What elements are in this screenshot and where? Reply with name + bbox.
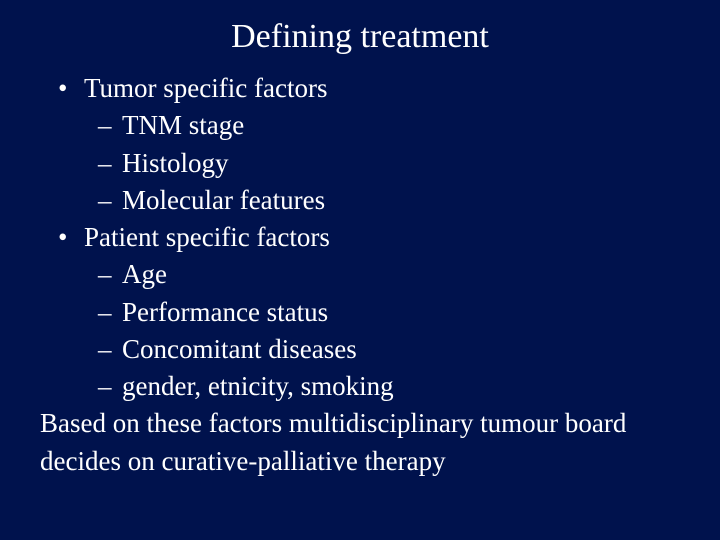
- dash-icon: –: [98, 256, 122, 293]
- slide-body: • Tumor specific factors – TNM stage – H…: [58, 70, 680, 480]
- dash-icon: –: [98, 182, 122, 219]
- bullet-level2: – Age – Performance status – Concomitant…: [98, 256, 680, 405]
- bullet-icon: •: [58, 219, 84, 256]
- dash-icon: –: [98, 368, 122, 405]
- bullet-icon: •: [58, 70, 84, 107]
- dash-icon: –: [98, 107, 122, 144]
- sub-bullet-text: Performance status: [122, 294, 328, 331]
- dash-icon: –: [98, 294, 122, 331]
- dash-icon: –: [98, 331, 122, 368]
- bullet-level1: • Patient specific factors – Age – Perfo…: [58, 219, 680, 405]
- bullet-level2: – TNM stage – Histology – Molecular feat…: [98, 107, 680, 219]
- slide: Defining treatment • Tumor specific fact…: [0, 0, 720, 540]
- bullet-text: Patient specific factors: [84, 219, 330, 256]
- bullet-level1: • Tumor specific factors – TNM stage – H…: [58, 70, 680, 219]
- sub-bullet-text: Molecular features: [122, 182, 325, 219]
- sub-bullet-text: Concomitant diseases: [122, 331, 357, 368]
- sub-bullet-text: Histology: [122, 145, 229, 182]
- closing-text: Based on these factors multidisciplinary…: [40, 405, 680, 480]
- slide-title: Defining treatment: [40, 18, 680, 56]
- sub-bullet-text: Age: [122, 256, 167, 293]
- dash-icon: –: [98, 145, 122, 182]
- sub-bullet-text: gender, etnicity, smoking: [122, 368, 394, 405]
- bullet-text: Tumor specific factors: [84, 70, 327, 107]
- sub-bullet-text: TNM stage: [122, 107, 244, 144]
